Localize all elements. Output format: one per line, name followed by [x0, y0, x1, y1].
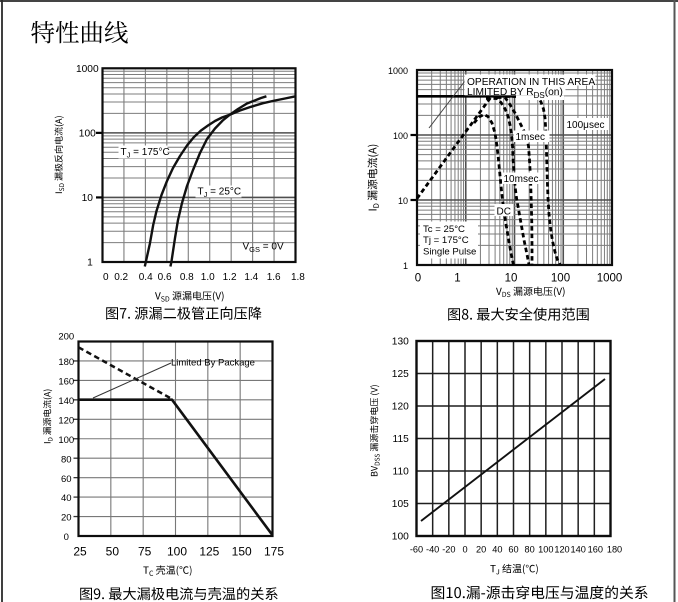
- svg-text:25: 25: [73, 544, 87, 558]
- svg-text:125: 125: [392, 369, 409, 380]
- svg-text:Tc = 25°C: Tc = 25°C: [423, 224, 465, 235]
- svg-text:100: 100: [79, 129, 96, 140]
- svg-text:1.6: 1.6: [267, 272, 281, 283]
- svg-text:-60: -60: [410, 544, 423, 554]
- svg-text:1000: 1000: [597, 272, 623, 284]
- svg-text:180: 180: [607, 544, 622, 554]
- svg-text:125: 125: [199, 544, 219, 558]
- svg-text:140: 140: [58, 396, 74, 407]
- svg-text:115: 115: [393, 434, 410, 445]
- svg-text:80: 80: [61, 454, 72, 465]
- svg-text:100: 100: [393, 131, 408, 141]
- svg-text:80: 80: [525, 544, 535, 554]
- svg-text:-40: -40: [426, 544, 439, 554]
- svg-text:TJ = 25°C: TJ = 25°C: [198, 187, 242, 200]
- svg-text:0: 0: [64, 532, 69, 543]
- svg-text:0.6: 0.6: [158, 272, 172, 283]
- svg-text:TJ = 175°C: TJ = 175°C: [121, 147, 170, 160]
- svg-text:DC: DC: [497, 207, 511, 218]
- svg-text:1.4: 1.4: [244, 272, 258, 283]
- svg-text:60: 60: [61, 474, 72, 485]
- svg-text:100: 100: [58, 435, 74, 446]
- svg-text:Tj = 175°C: Tj = 175°C: [423, 235, 469, 246]
- svg-text:Single Pulse: Single Pulse: [423, 247, 476, 258]
- svg-text:10: 10: [398, 196, 408, 206]
- svg-text:200: 200: [58, 331, 74, 342]
- svg-text:0.8: 0.8: [180, 272, 194, 283]
- svg-text:100: 100: [551, 272, 570, 284]
- svg-text:1.0: 1.0: [201, 272, 215, 283]
- svg-text:100: 100: [167, 544, 187, 558]
- svg-text:60: 60: [508, 544, 518, 554]
- svg-text:1000: 1000: [388, 66, 408, 76]
- svg-text:10msec: 10msec: [504, 174, 539, 185]
- svg-text:10: 10: [505, 272, 518, 284]
- svg-text:Limited By Package: Limited By Package: [171, 358, 255, 369]
- svg-text:20: 20: [476, 544, 486, 554]
- svg-text:0.4: 0.4: [139, 272, 153, 283]
- svg-text:130: 130: [392, 337, 409, 348]
- svg-text:175: 175: [264, 544, 284, 558]
- svg-text:1000: 1000: [76, 64, 99, 75]
- svg-text:1: 1: [87, 258, 93, 269]
- svg-text:40: 40: [492, 544, 502, 554]
- svg-text:-20: -20: [442, 544, 455, 554]
- svg-text:1: 1: [454, 272, 460, 284]
- svg-text:75: 75: [138, 544, 152, 558]
- svg-text:100: 100: [538, 544, 553, 554]
- svg-text:0: 0: [103, 272, 109, 283]
- svg-text:VGS = 0V: VGS = 0V: [243, 242, 284, 255]
- svg-text:105: 105: [392, 499, 409, 510]
- svg-text:150: 150: [232, 544, 252, 558]
- svg-text:1.8: 1.8: [291, 272, 305, 283]
- svg-text:180: 180: [58, 357, 74, 368]
- svg-text:OPERATION IN THIS AREA: OPERATION IN THIS AREA: [467, 77, 595, 88]
- svg-text:20: 20: [61, 513, 72, 524]
- svg-text:160: 160: [588, 544, 603, 554]
- svg-text:40: 40: [61, 493, 72, 504]
- svg-text:100: 100: [392, 532, 409, 543]
- svg-text:0: 0: [462, 544, 467, 554]
- svg-text:10: 10: [82, 193, 94, 204]
- svg-text:110: 110: [393, 467, 410, 478]
- svg-text:120: 120: [392, 402, 409, 413]
- svg-text:1.2: 1.2: [223, 272, 237, 283]
- svg-text:1: 1: [403, 261, 408, 271]
- svg-text:140: 140: [570, 544, 585, 554]
- svg-text:120: 120: [58, 415, 74, 426]
- svg-text:160: 160: [58, 377, 74, 388]
- svg-text:100μsec: 100μsec: [567, 120, 605, 131]
- svg-text:0: 0: [415, 272, 421, 284]
- svg-text:0.2: 0.2: [114, 272, 128, 283]
- svg-text:120: 120: [554, 544, 569, 554]
- svg-text:1msec: 1msec: [516, 132, 545, 143]
- svg-text:LIMITED BY RDS(on): LIMITED BY RDS(on): [467, 87, 563, 100]
- svg-text:50: 50: [106, 544, 120, 558]
